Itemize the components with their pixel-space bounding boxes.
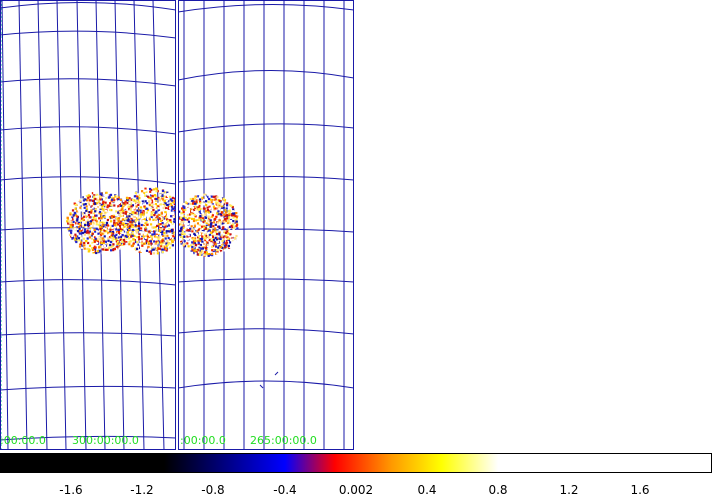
noise-image-right: [178, 194, 239, 257]
coord-label-left-2: 300:00:00.0: [72, 434, 139, 447]
colorbar-tick-label: -1.2: [130, 483, 153, 497]
image-panel-left[interactable]: :00:00.0 300:00:00.0: [0, 0, 176, 450]
colorbar-tick-label: -1.6: [59, 483, 82, 497]
image-panel-right[interactable]: :00:00.0 265:00:00.0: [178, 0, 354, 450]
colorbar-tick-label: 1.6: [630, 483, 649, 497]
colorbar-tick-label: 0.8: [488, 483, 507, 497]
colorbar-tick-label: -0.4: [273, 483, 296, 497]
image-canvas-right[interactable]: :00:00.0 265:00:00.0: [178, 0, 354, 450]
colorbar: -1.6 -1.2 -0.8 -0.4 0.002 0.4 0.8 1.2 1.…: [0, 453, 713, 498]
colorbar-gradient: [1, 454, 712, 473]
colorbar-tick-label: 0.002: [339, 483, 373, 497]
colorbar-tick-label: 1.2: [559, 483, 578, 497]
noise-image-left: [66, 188, 176, 255]
coord-label-right-1: :00:00.0: [180, 434, 226, 447]
coord-label-left-1: :00:00.0: [0, 434, 46, 447]
image-canvas-left[interactable]: :00:00.0 300:00:00.0: [0, 0, 176, 450]
coord-label-right-2: 265:00:00.0: [250, 434, 317, 447]
colorbar-tick-label: -0.8: [201, 483, 224, 497]
colorbar-tick-label: 0.4: [417, 483, 436, 497]
